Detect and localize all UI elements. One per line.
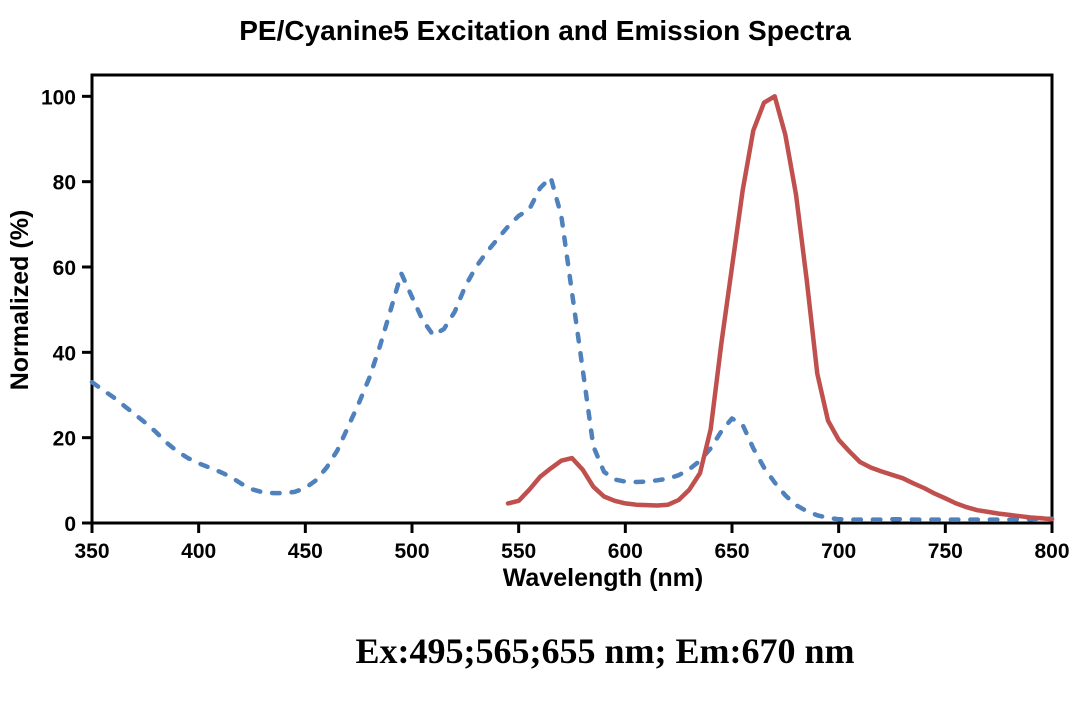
x-tick-label: 450 — [288, 540, 323, 563]
y-tick-label: 40 — [53, 342, 76, 365]
plot-frame — [90, 73, 1054, 525]
y-tick-label: 0 — [64, 513, 76, 536]
x-tick-label: 550 — [501, 540, 536, 563]
x-tick-label: 500 — [394, 540, 429, 563]
chart-title: PE/Cyanine5 Excitation and Emission Spec… — [239, 15, 851, 46]
x-tick-label: 750 — [928, 540, 963, 563]
y-tick-label: 20 — [53, 428, 76, 451]
emission-curve — [505, 94, 1055, 522]
x-tick-label: 650 — [714, 540, 749, 563]
spectra-chart: 350 400 450 500 550 600 650 700 750 800 0 20 40 60 80 1… — [41, 73, 1070, 563]
y-tick-label: 60 — [53, 257, 76, 280]
x-axis-label: Wavelength (nm) — [502, 564, 704, 592]
x-tick-label: 700 — [821, 540, 856, 563]
x-tick-label: 350 — [74, 540, 109, 563]
x-tick-label: 600 — [608, 540, 643, 563]
x-tick-label: 400 — [181, 540, 216, 563]
excitation-curve — [89, 175, 1055, 522]
x-tick-label: 800 — [1034, 540, 1069, 563]
y-axis-label: Normalized (%) — [6, 209, 34, 391]
caption-text: Ex:495;565;655 nm; Em:670 nm — [355, 631, 855, 671]
y-tick-label: 100 — [41, 86, 76, 109]
y-tick-label: 80 — [53, 172, 76, 195]
